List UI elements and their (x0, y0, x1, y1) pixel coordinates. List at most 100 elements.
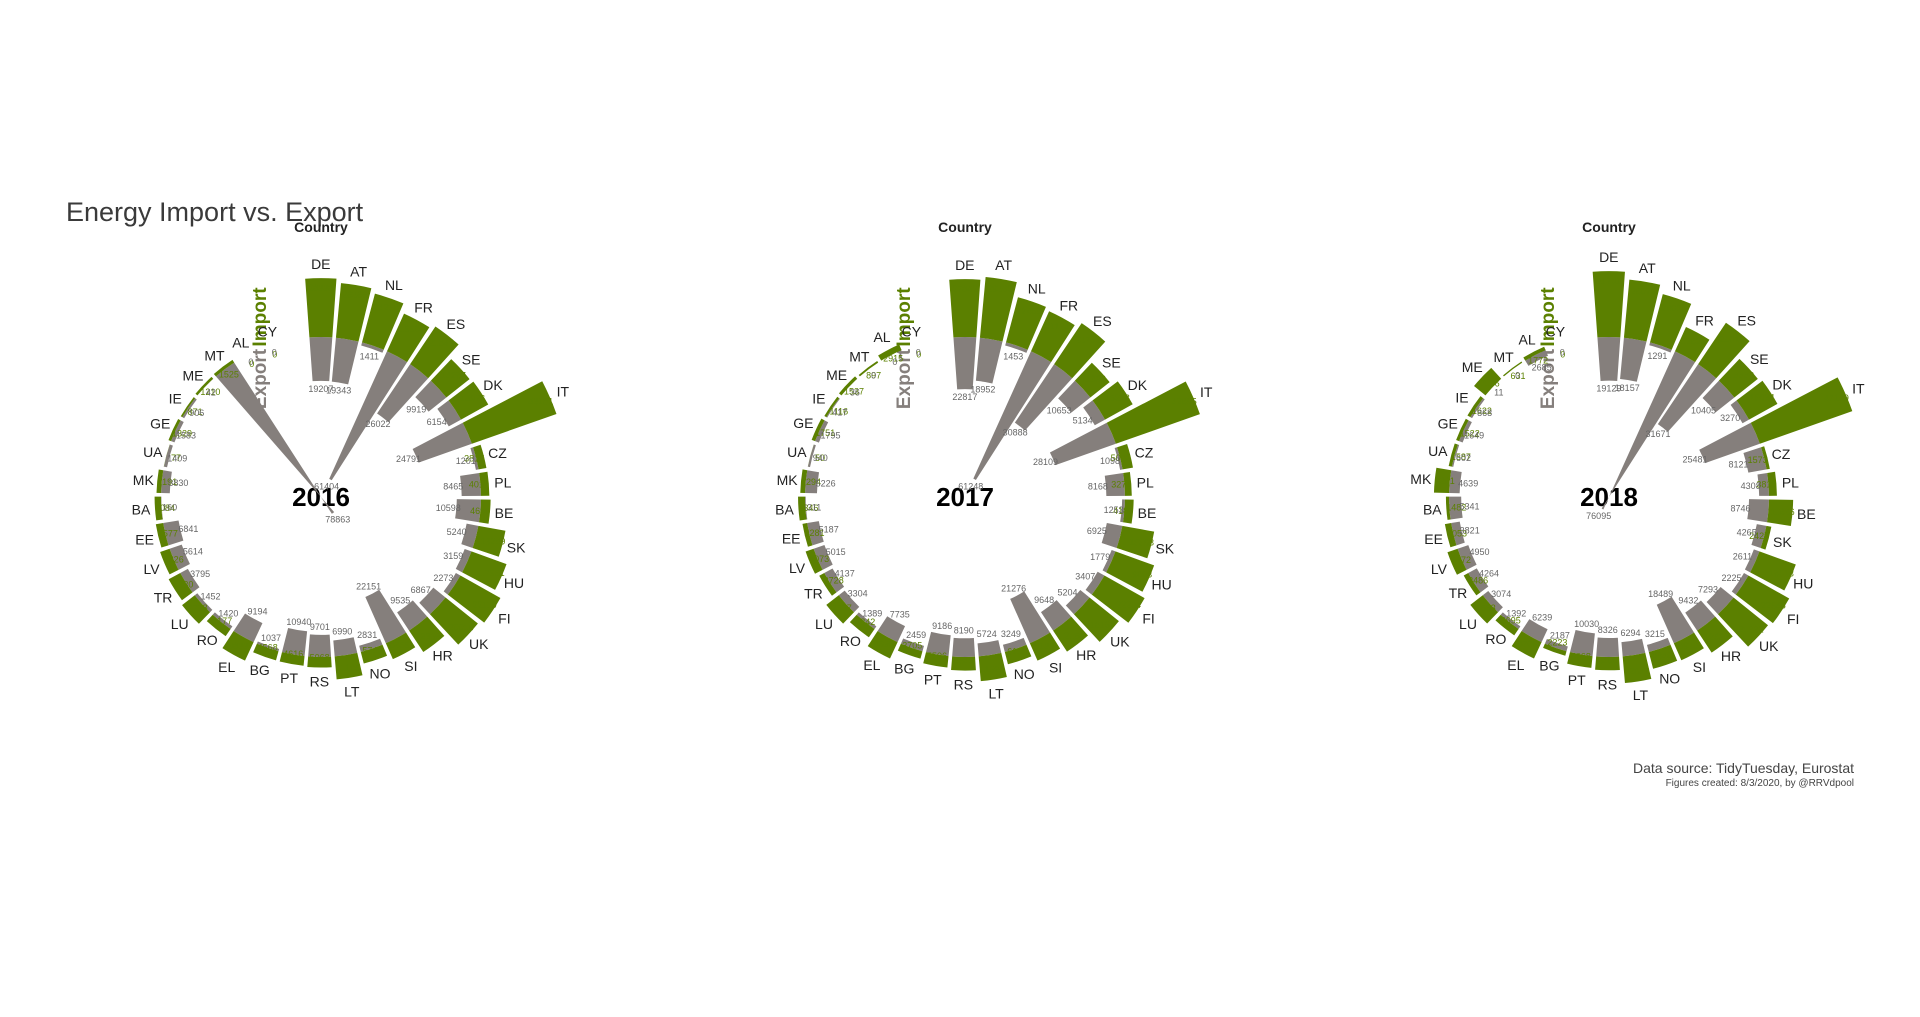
import-bar-PL (479, 471, 490, 496)
import-bar-PT (279, 652, 305, 666)
import-value-NO: 5740 (362, 646, 382, 656)
export-value-EL: 7735 (890, 610, 910, 620)
export-bar-EE (163, 520, 184, 546)
import-value-TR: 6330 (173, 580, 193, 590)
import-bar-AT (1623, 279, 1661, 342)
export-bar-FR (1601, 351, 1696, 510)
import-bar-AL (1523, 346, 1546, 361)
country-label-MT: MT (1493, 349, 1514, 365)
import-value-TR: 2486 (1468, 575, 1488, 585)
export-value-UA: 940 (813, 453, 828, 463)
country-label-MK: MK (777, 472, 799, 488)
export-bar-NO (1002, 637, 1027, 652)
export-bar-MK (1449, 470, 1462, 494)
import-value-LV: 4826 (164, 555, 184, 565)
export-bar-IT (1699, 422, 1760, 464)
country-label-LU: LU (171, 616, 189, 632)
import-value-MT: 1525 (219, 370, 239, 380)
country-label-LT: LT (344, 684, 360, 700)
import-value-MK: 2294 (801, 477, 821, 487)
country-label-ES: ES (447, 316, 466, 332)
export-value-HU: 1779 (1090, 552, 1110, 562)
import-value-IE: 871 (188, 407, 203, 417)
import-value-UA: 50 (815, 453, 825, 463)
export-value-GE: 1795 (820, 431, 840, 441)
import-value-PT: 5506 (927, 651, 947, 661)
export-value-AL: 0 (892, 357, 897, 367)
export-bar-UA (807, 444, 816, 468)
import-value-AT: 29362 (987, 284, 1012, 294)
export-bar-PL (1757, 473, 1769, 496)
import-value-EE: 3053 (1447, 528, 1467, 538)
export-bar-NL (1649, 342, 1672, 353)
export-bar-PL (1104, 473, 1125, 496)
export-bar-SE (415, 380, 447, 412)
export-value-SK: 5240 (447, 527, 467, 537)
country-label-LT: LT (988, 685, 1004, 701)
import-value-LV: 4073 (809, 554, 829, 564)
country-label-IE: IE (169, 391, 182, 407)
import-bar-RS (307, 656, 332, 668)
import-value-UK: 21332 (1739, 625, 1764, 635)
country-label-NO: NO (1014, 666, 1035, 682)
country-label-CY: CY (1546, 324, 1566, 340)
export-value-AT: 19343 (326, 386, 351, 396)
import-value-PL: 4017 (469, 480, 489, 490)
import-bar-TR (1463, 573, 1481, 596)
import-bar-BG (1543, 643, 1567, 656)
import-axis-label: Import (894, 287, 915, 347)
export-value-BA: 311 (807, 503, 821, 513)
country-label-PL: PL (1782, 475, 1799, 491)
export-bar-NO (359, 638, 383, 652)
import-value-DE: 27842 (952, 284, 977, 294)
country-label-DK: DK (483, 377, 503, 393)
import-value-AT: 26366 (342, 290, 367, 300)
import-bar-RS (1595, 656, 1620, 671)
country-label-AL: AL (1519, 331, 1536, 347)
export-value-EE: 5187 (819, 525, 839, 535)
import-value-BG: 4568 (258, 642, 278, 652)
caption: Data source: TidyTuesday, Eurostat Figur… (1620, 760, 1854, 789)
country-label-CZ: CZ (1772, 446, 1791, 462)
country-label-HU: HU (1793, 575, 1813, 591)
export-value-CY: 0 (272, 347, 277, 357)
import-bar-BA (1445, 496, 1451, 520)
import-value-IT: 42895 (1172, 397, 1197, 407)
export-value-IE: 868 (1477, 408, 1492, 418)
import-bar-BG (253, 643, 279, 661)
export-bar-SK (1751, 524, 1767, 548)
import-value-MT: 631 (1510, 371, 1525, 381)
country-label-BA: BA (132, 502, 151, 518)
country-label-MK: MK (1410, 471, 1432, 487)
export-value-IE: 417 (832, 408, 847, 418)
country-label-FI: FI (1787, 611, 1799, 627)
export-bar-IE (826, 398, 840, 418)
import-bar-UA (1448, 443, 1458, 467)
import-axis-label: Import (250, 287, 271, 347)
export-value-RS: 8190 (954, 625, 974, 635)
export-bar-DE (1597, 337, 1621, 381)
import-value-MK: 2191 (157, 477, 177, 487)
import-bar-SK (1116, 525, 1155, 559)
country-label-EL: EL (218, 659, 235, 675)
export-value-PL: 8168 (1088, 482, 1108, 492)
import-bar-SI (385, 632, 416, 660)
export-bar-EL (877, 616, 906, 643)
import-bar-SI (1029, 632, 1061, 661)
export-bar-BA (160, 496, 163, 520)
country-label-PT: PT (280, 670, 298, 686)
export-bar-FI (443, 572, 461, 595)
country-label-SI: SI (404, 658, 417, 674)
export-value-AT: 18952 (970, 385, 995, 395)
country-label-LU: LU (815, 616, 833, 632)
import-bar-LV (805, 548, 823, 574)
export-value-FR: 61248 (958, 481, 983, 491)
import-bar-HR (1697, 616, 1733, 653)
export-bar-EE (807, 521, 824, 546)
import-bar-CZ (1761, 446, 1770, 470)
export-value-MT: 78863 (325, 514, 350, 524)
export-bar-LT (1621, 638, 1646, 657)
country-label-IT: IT (1852, 380, 1865, 396)
country-label-RO: RO (1485, 631, 1506, 647)
